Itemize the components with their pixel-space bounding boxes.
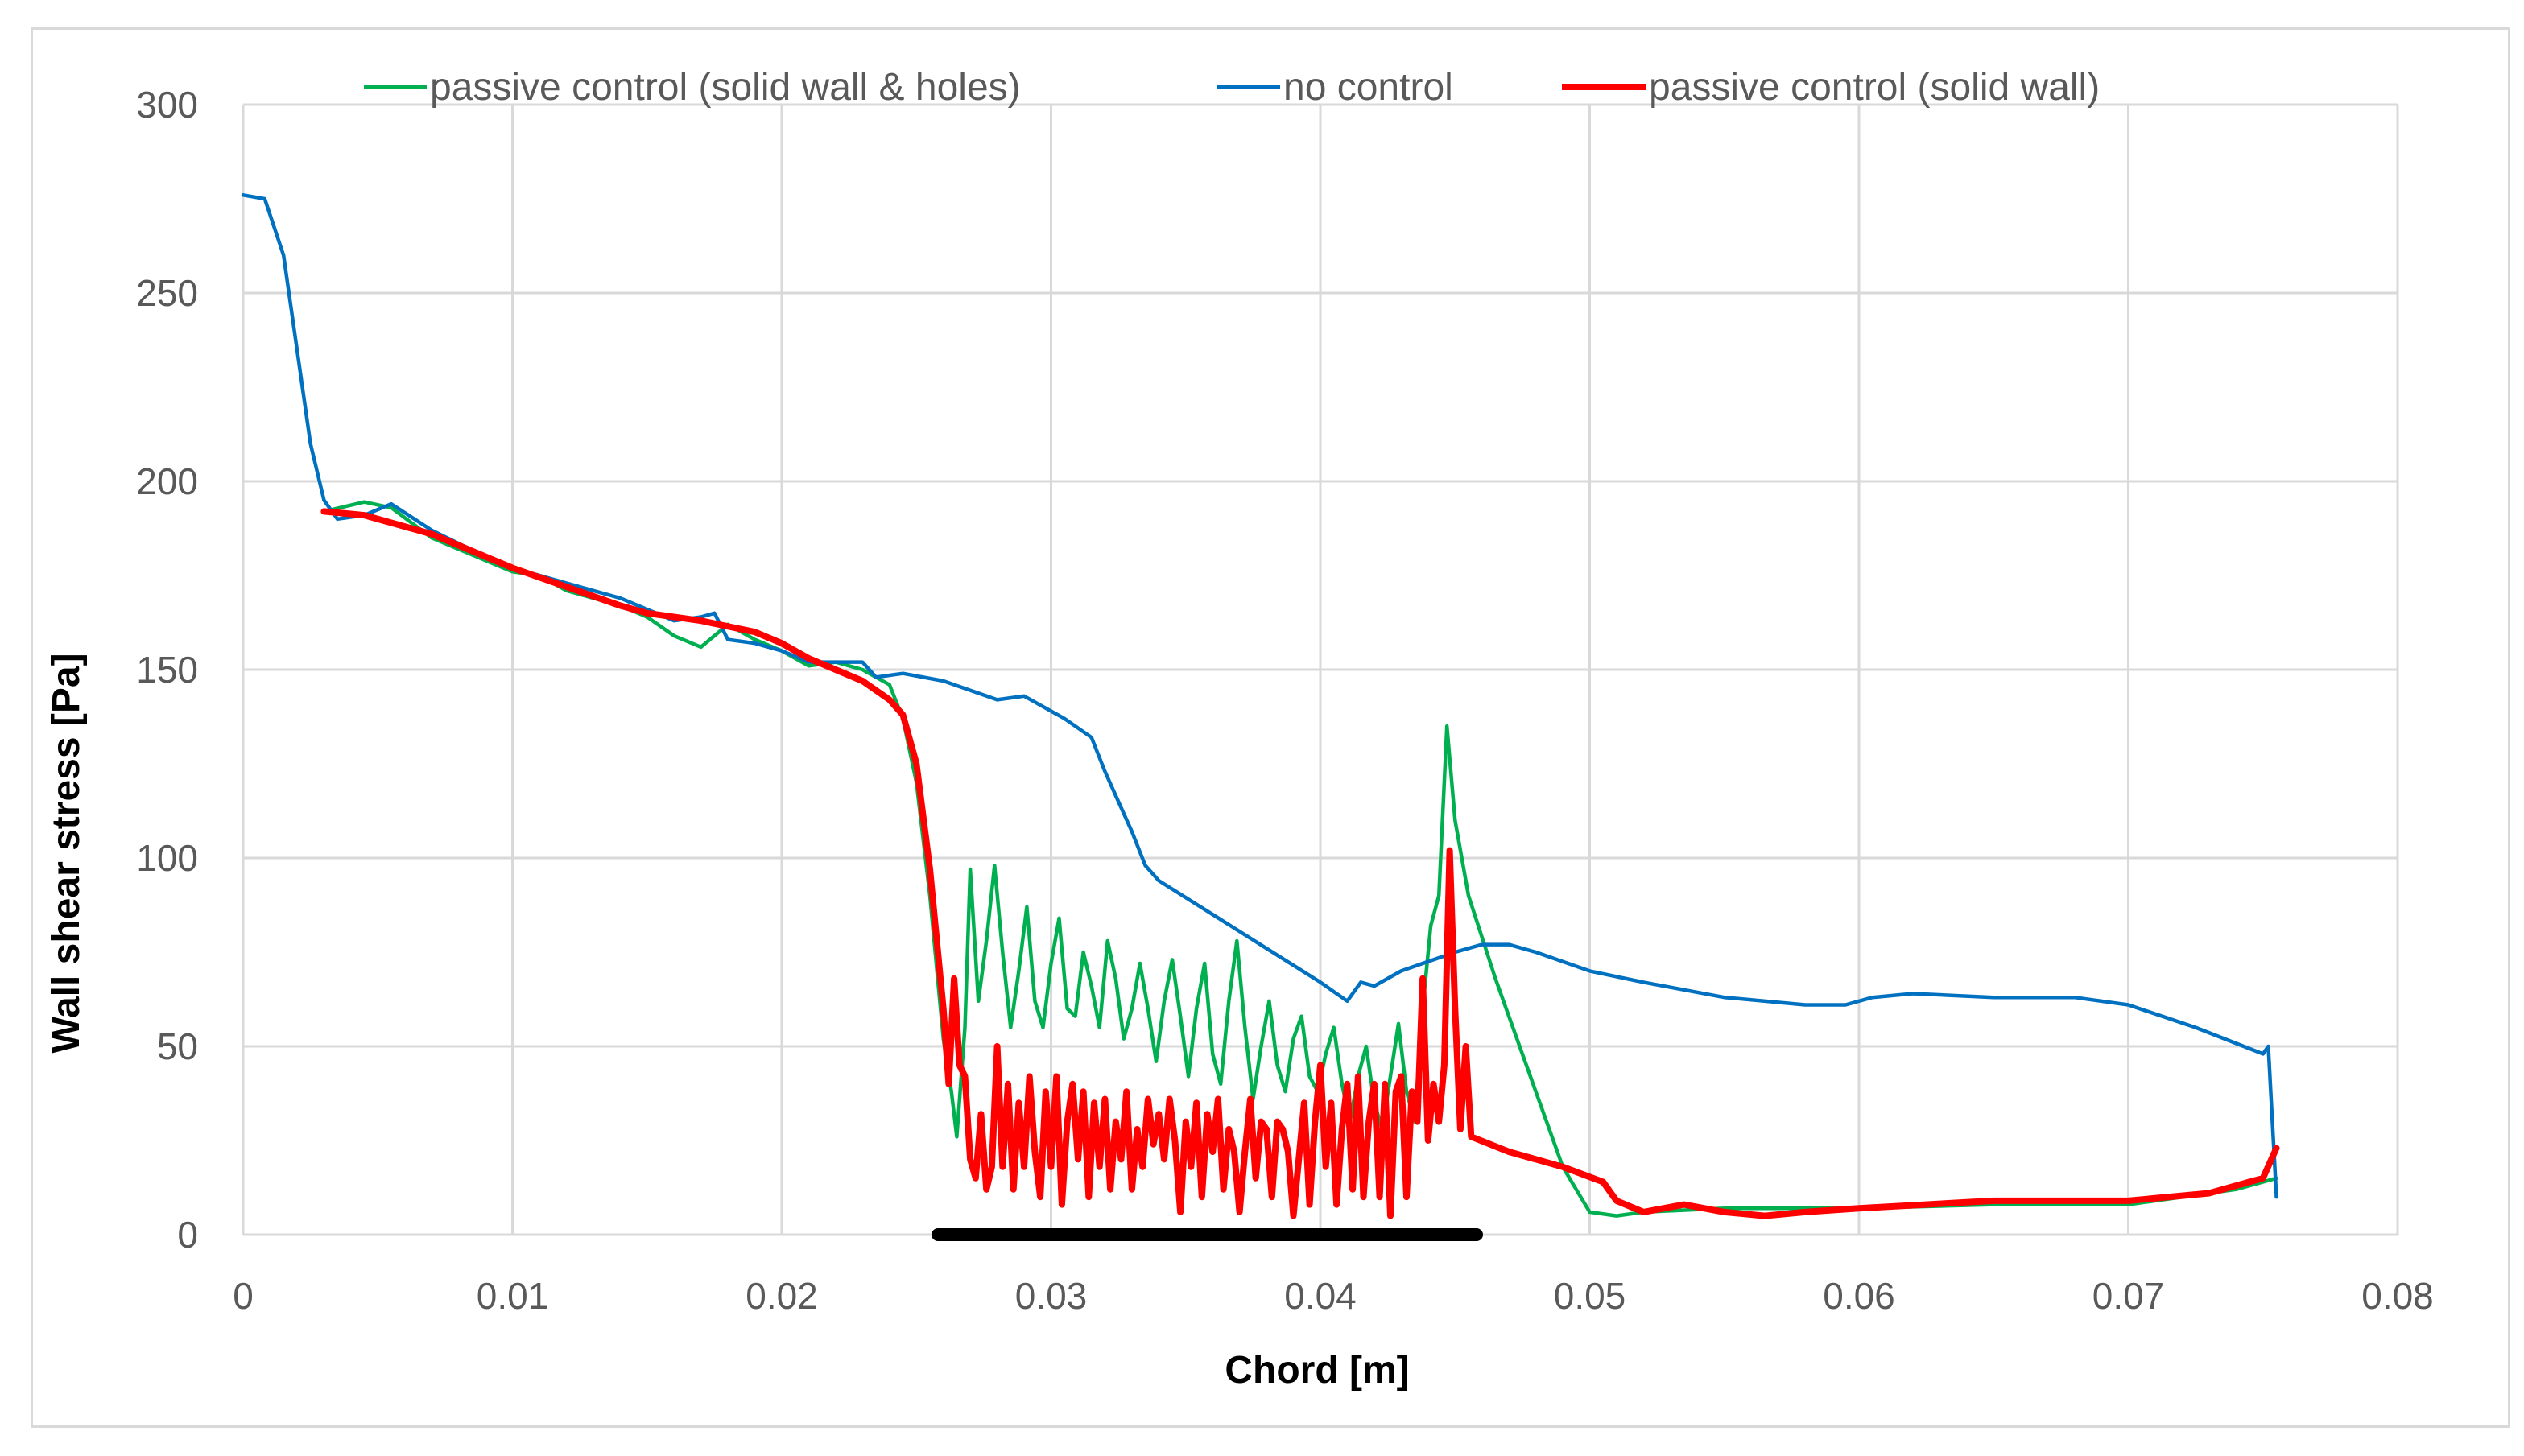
x-tick-label: 0.05 <box>1554 1275 1626 1317</box>
y-tick-label: 150 <box>136 649 198 691</box>
x-tick-label: 0.01 <box>477 1275 549 1317</box>
series-line-passive-control-solid-wall-holes <box>322 500 2278 1218</box>
x-tick-label: 0.07 <box>2092 1275 2165 1317</box>
y-tick-label: 250 <box>136 272 198 314</box>
y-tick-label: 200 <box>136 460 198 502</box>
x-tick-labels: 0 0.01 0.02 0.03 0.04 0.05 0.06 0.07 0.08 <box>233 1275 2434 1317</box>
legend-label-passive-control-solid-wall: passive control (solid wall) <box>1649 66 2100 109</box>
y-tick-label: 50 <box>157 1025 198 1067</box>
x-axis-title: Chord [m] <box>1225 1349 1409 1392</box>
x-tick-label: 0.04 <box>1284 1275 1357 1317</box>
legend-label-passive-control-solid-wall-holes: passive control (solid wall & holes) <box>430 66 1021 109</box>
x-tick-label: 0.08 <box>2361 1275 2434 1317</box>
x-tick-label: 0.02 <box>746 1275 818 1317</box>
x-tick-label: 0 <box>233 1275 254 1317</box>
y-tick-label: 300 <box>136 84 198 126</box>
legend: passive control (solid wall & holes) no c… <box>364 66 2100 109</box>
series-layer <box>241 193 2280 1219</box>
y-tick-labels: 0 50 100 150 200 250 300 <box>136 84 198 1256</box>
series-line-passive-control-solid-wall <box>320 508 2280 1219</box>
y-axis-title: Wall shear stress [Pa] <box>45 653 88 1053</box>
y-tick-label: 100 <box>136 837 198 879</box>
x-tick-label: 0.03 <box>1015 1275 1088 1317</box>
x-tick-label: 0.06 <box>1823 1275 1895 1317</box>
y-tick-label: 0 <box>177 1214 198 1256</box>
legend-label-no-control: no control <box>1283 66 1453 109</box>
